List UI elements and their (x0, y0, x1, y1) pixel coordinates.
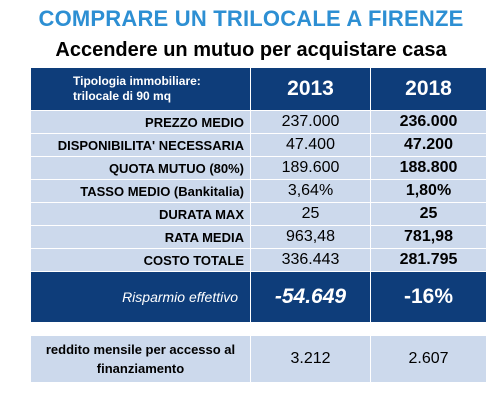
spacer-cell (370, 322, 487, 336)
value-2013: 963,48 (250, 225, 371, 249)
row-label: PREZZO MEDIO (30, 110, 251, 134)
value-2013: 336.443 (250, 248, 371, 272)
value-2013: 189.600 (250, 156, 371, 180)
spacer-cell (30, 322, 251, 336)
savings-row: Risparmio effettivo -54.649 -16% (30, 271, 487, 323)
row-label: DISPONIBILITA' NECESSARIA (30, 133, 251, 157)
table-row: QUOTA MUTUO (80%) 189.600 188.800 (30, 156, 487, 180)
savings-value-2018: -16% (370, 271, 487, 323)
page-subtitle: Accendere un mutuo per acquistare casa (55, 39, 447, 61)
value-2018: 236.000 (370, 110, 487, 134)
typology-cell: Tipologia immobiliare: trilocale di 90 m… (30, 67, 251, 111)
header-row: Tipologia immobiliare: trilocale di 90 m… (30, 67, 487, 111)
income-row: reddito mensile per accesso al finanziam… (30, 335, 487, 383)
table-row: RATA MEDIA 963,48 781,98 (30, 225, 487, 249)
spacer-row (30, 322, 487, 336)
income-label-line-1: reddito mensile per accesso al (45, 342, 236, 357)
typology-line-1: Tipologia immobiliare: (73, 74, 201, 88)
value-2018: 1,80% (370, 179, 487, 203)
year-2013-header: 2013 (250, 67, 371, 111)
year-2018-header: 2018 (370, 67, 487, 111)
income-value-2018: 2.607 (370, 335, 487, 383)
savings-value-2013: -54.649 (250, 271, 371, 323)
row-label: TASSO MEDIO (Bankitalia) (30, 179, 251, 203)
income-label-line-2: finanziamento (96, 361, 185, 376)
value-2013: 25 (250, 202, 371, 226)
mortgage-table: Tipologia immobiliare: trilocale di 90 m… (30, 67, 487, 383)
savings-label: Risparmio effettivo (30, 271, 251, 323)
row-label: RATA MEDIA (30, 225, 251, 249)
typology-line-2: trilocale di 90 mq (73, 89, 172, 103)
spacer-cell (250, 322, 371, 336)
value-2018: 281.795 (370, 248, 487, 272)
table-row: DISPONIBILITA' NECESSARIA 47.400 47.200 (30, 133, 487, 157)
value-2018: 47.200 (370, 133, 487, 157)
table-row: PREZZO MEDIO 237.000 236.000 (30, 110, 487, 134)
value-2018: 25 (370, 202, 487, 226)
value-2013: 47.400 (250, 133, 371, 157)
value-2018: 781,98 (370, 225, 487, 249)
table-row: TASSO MEDIO (Bankitalia) 3,64% 1,80% (30, 179, 487, 203)
income-label: reddito mensile per accesso al finanziam… (30, 335, 251, 383)
page-title: COMPRARE UN TRILOCALE A FIRENZE (38, 6, 464, 31)
row-label: COSTO TOTALE (30, 248, 251, 272)
table-row: COSTO TOTALE 336.443 281.795 (30, 248, 487, 272)
row-label: QUOTA MUTUO (80%) (30, 156, 251, 180)
value-2013: 237.000 (250, 110, 371, 134)
value-2018: 188.800 (370, 156, 487, 180)
row-label: DURATA MAX (30, 202, 251, 226)
table-row: DURATA MAX 25 25 (30, 202, 487, 226)
income-value-2013: 3.212 (250, 335, 371, 383)
value-2013: 3,64% (250, 179, 371, 203)
